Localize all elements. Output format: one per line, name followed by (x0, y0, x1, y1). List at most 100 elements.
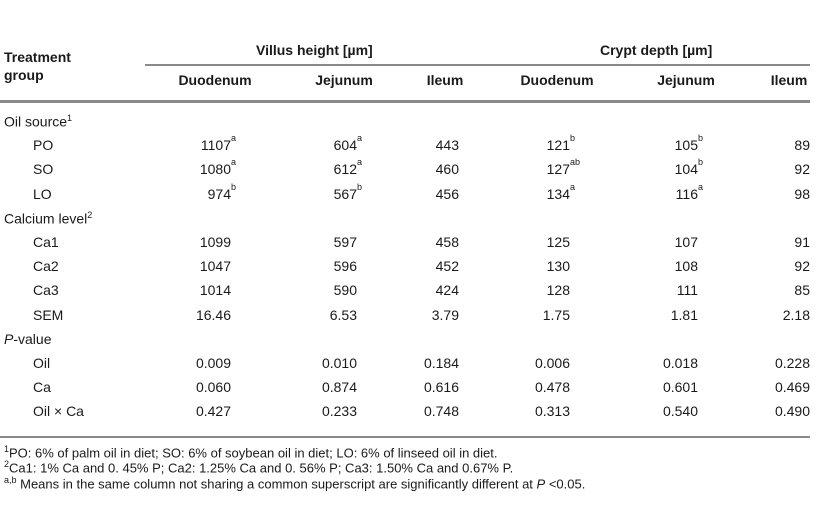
cell-value: 3.79 (431, 306, 459, 323)
table-cell: 108 (675, 258, 698, 274)
row-label: Ca3 (33, 282, 59, 299)
table-cell: 0.874 (322, 379, 357, 395)
table-cell: 121 b (546, 133, 575, 154)
row-label: Ca2 (33, 258, 59, 275)
table-cell: 0.469 (775, 379, 810, 395)
subcolumn-header: Ileum (426, 72, 464, 88)
table-cell: 424 (436, 282, 459, 298)
significance-superscript: a (231, 157, 237, 168)
table-cell: 104 b (674, 157, 703, 178)
table-row: LO 974 b 567 b 456 134 a 116 a 98 (0, 182, 820, 206)
cell-value: 567 (333, 185, 357, 202)
cell-value: 1047 (199, 258, 231, 275)
significance-superscript: b (698, 157, 704, 168)
cell-value: 85 (794, 282, 810, 299)
significance-superscript: a (698, 181, 704, 192)
crypt-depth-header: Crypt depth [µm] (600, 42, 713, 58)
row-label: SEM (33, 306, 64, 323)
cell-value: 0.616 (423, 379, 459, 396)
cell-value: 6.53 (329, 306, 357, 323)
cell-value: 98 (794, 185, 810, 202)
cell-value: 424 (435, 282, 459, 299)
table-cell: 0.060 (196, 379, 231, 395)
cell-value: 127 (546, 161, 570, 178)
subcolumn-header: Ileum (770, 72, 808, 88)
cell-value: 1.75 (542, 306, 570, 323)
header-line-1: Treatment (4, 49, 71, 65)
row-label: Oil (33, 355, 51, 371)
table-cell: 0.748 (424, 403, 459, 419)
table-cell: 127 ab (546, 157, 580, 178)
table-cell: 456 (436, 186, 459, 202)
table-cell: 0.427 (196, 403, 231, 419)
cell-value: 104 (674, 161, 698, 178)
cell-value: 0.490 (774, 403, 810, 420)
table-row: PO 1107 a 604 a 443 121 b 105 b 89 (0, 133, 820, 157)
cell-value: 443 (435, 137, 459, 154)
table-cell: 107 (675, 234, 698, 250)
table-cell: 89 (794, 137, 810, 153)
section-label-text: Oil source (4, 113, 68, 130)
subcolumn-header: Jejunum (315, 72, 373, 88)
table-cell: 612 a (333, 157, 362, 178)
cell-value: 0.313 (534, 403, 570, 420)
cell-value: 597 (333, 234, 357, 250)
cell-value: 1.81 (670, 306, 698, 323)
cell-value: 0.748 (423, 403, 459, 420)
footnote: 1PO: 6% of palm oil in diet; SO: 6% of s… (4, 444, 498, 460)
table-cell: 974 b (208, 182, 236, 202)
cell-value: 604 (333, 137, 357, 154)
cell-value: 92 (794, 258, 810, 275)
table-cell: 0.478 (535, 379, 570, 395)
cell-value: 452 (435, 258, 459, 275)
row-label: PO (33, 137, 54, 154)
cell-value: 0.233 (321, 403, 357, 420)
villus-height-header: Villus height [µm] (256, 42, 373, 58)
table-cell: 0.006 (535, 355, 570, 371)
cell-value: 116 (675, 185, 698, 202)
cell-value: 1107 (200, 137, 231, 154)
table-row: Ca3 1014 590 424 128 111 85 (0, 282, 820, 302)
cell-value: 612 (333, 161, 357, 178)
table-cell: 1080 a (200, 157, 236, 177)
table-cell: 0.313 (535, 403, 570, 419)
table-row: Oil × Ca 0.427 0.233 0.748 0.313 0.540 0.490 (0, 403, 820, 423)
table-cell: 1047 (200, 258, 231, 274)
table-cell: 91 (794, 234, 810, 250)
table-cell: 0.018 (663, 355, 698, 371)
header-bottom-rule (0, 100, 810, 103)
table-cell: 567 b (333, 182, 362, 202)
table-row: Ca1 1099 597 458 125 107 91 (0, 234, 820, 254)
table-cell: 125 (547, 234, 570, 250)
table-cell: 0.228 (775, 355, 810, 371)
subcolumn-header: Jejunum (657, 72, 715, 88)
table-bottom-rule (0, 436, 810, 438)
cell-value: 590 (333, 282, 357, 299)
footnote-text: Ca1: 1% Ca and 0. 45% P; Ca2: 1.25% Ca a… (9, 460, 514, 476)
cell-value: 0.601 (662, 379, 698, 396)
cell-value: 0.184 (423, 355, 459, 371)
significance-superscript: a (357, 157, 363, 168)
section-label: P-value (4, 331, 51, 347)
table-cell: 443 (436, 137, 459, 153)
table-cell: 0.490 (775, 403, 810, 419)
cell-value: 0.228 (774, 355, 810, 371)
cell-value: 105 (674, 137, 698, 154)
cell-value: 0.010 (321, 355, 357, 371)
table-cell: 92 (794, 161, 810, 177)
footnote-marker: 1 (4, 444, 10, 454)
table-cell: 1099 (200, 234, 231, 250)
footnote-text: PO: 6% of palm oil in diet; SO: 6% of so… (9, 445, 498, 461)
table-cell: 3.79 (432, 307, 459, 323)
footnote: a,b Means in the same column not sharing… (4, 475, 585, 491)
cell-value: 111 (676, 282, 698, 299)
section-label-text: Calcium level (4, 210, 88, 227)
significance-superscript: a (570, 181, 576, 192)
cell-value: 1099 (199, 234, 231, 250)
cell-value: 134 (546, 185, 570, 202)
cell-value: 130 (546, 258, 570, 275)
cell-value: 91 (794, 234, 810, 250)
footnote-marker: 2 (4, 459, 10, 469)
cell-value: 121 (546, 137, 570, 154)
table-row: Ca 0.060 0.874 0.616 0.478 0.601 0.469 (0, 379, 820, 399)
